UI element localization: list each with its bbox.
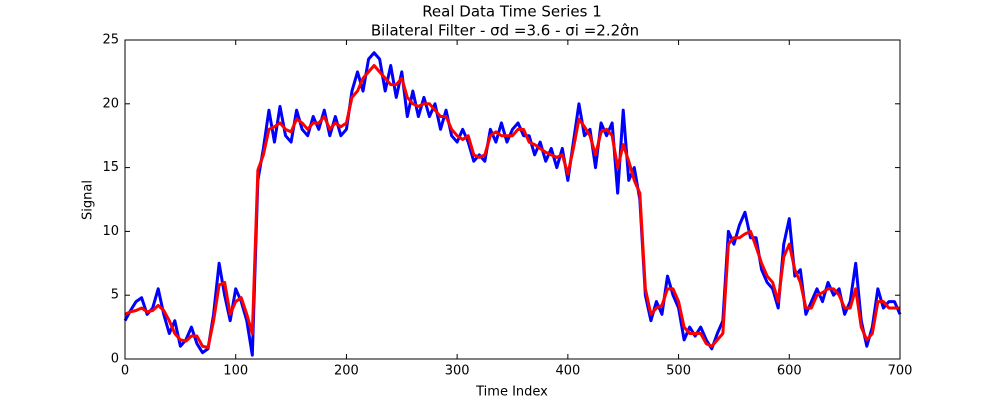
chart-subtitle: Bilateral Filter - σd =3.6 - σi =2.2σ̂n <box>371 22 639 40</box>
x-tick-label: 500 <box>666 364 691 379</box>
x-tick-label: 0 <box>121 364 129 379</box>
y-tick-label: 25 <box>102 33 119 48</box>
x-tick-label: 300 <box>445 364 470 379</box>
chart-title: Real Data Time Series 1 <box>422 3 602 21</box>
y-tick-label: 15 <box>102 160 119 175</box>
data-line <box>123 51 902 357</box>
x-tick-label: 600 <box>777 364 802 379</box>
y-tick-label: 0 <box>111 352 119 367</box>
x-axis-label: Time Index <box>475 385 548 400</box>
y-axis-label: Signal <box>81 180 96 220</box>
data-line <box>124 64 900 350</box>
y-tick-label: 20 <box>102 96 119 111</box>
x-tick-label: 200 <box>334 364 359 379</box>
x-tick-label: 400 <box>555 364 580 379</box>
x-tick-label: 700 <box>888 364 913 379</box>
x-tick-label: 100 <box>223 364 248 379</box>
y-tick-label: 10 <box>102 224 119 239</box>
plot-frame <box>124 39 901 360</box>
y-tick-label: 5 <box>111 288 119 303</box>
